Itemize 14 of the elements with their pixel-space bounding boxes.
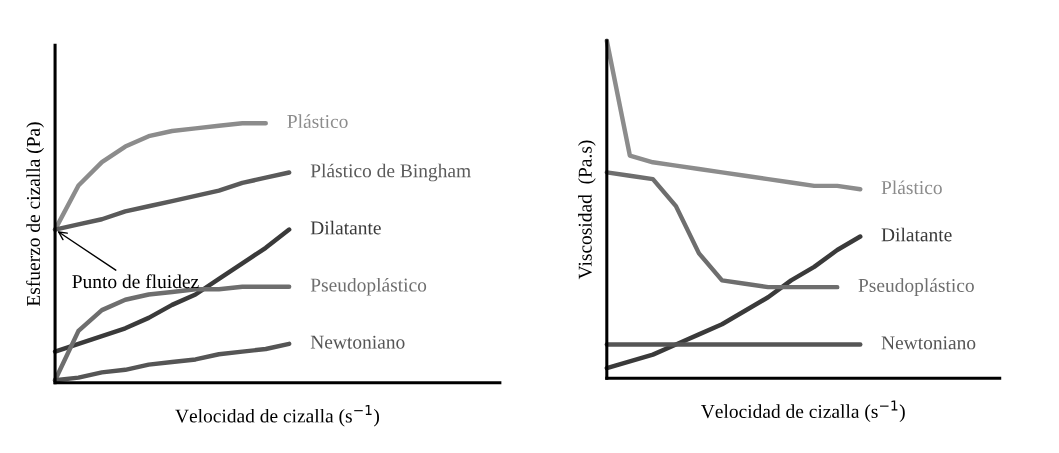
series-label: Dilatante xyxy=(310,220,381,235)
annotation: Punto de fluidez xyxy=(72,274,199,289)
series-label: Dilatante xyxy=(881,227,952,242)
series-label: Pseudoplástico xyxy=(858,278,974,296)
y-axis-title: Viscosidad (Pa.s) xyxy=(578,140,596,280)
series-label: Plástico xyxy=(881,180,942,195)
series-label: Plástico xyxy=(287,114,348,129)
x-axis-title: Velocidad de cizalla (s$^{−1}$) xyxy=(175,405,379,427)
series-label: Plástico de Bingham xyxy=(310,163,471,182)
series-label: Pseudoplástico xyxy=(310,277,427,296)
x-axis-title: Velocidad de cizalla (s$^{−1}$) xyxy=(701,400,905,422)
series-label: Newtoniano xyxy=(310,335,405,349)
y-axis-title: Esfuerzo de cizalla (Pa) xyxy=(26,122,44,307)
series-label: Newtoniano xyxy=(881,336,976,350)
